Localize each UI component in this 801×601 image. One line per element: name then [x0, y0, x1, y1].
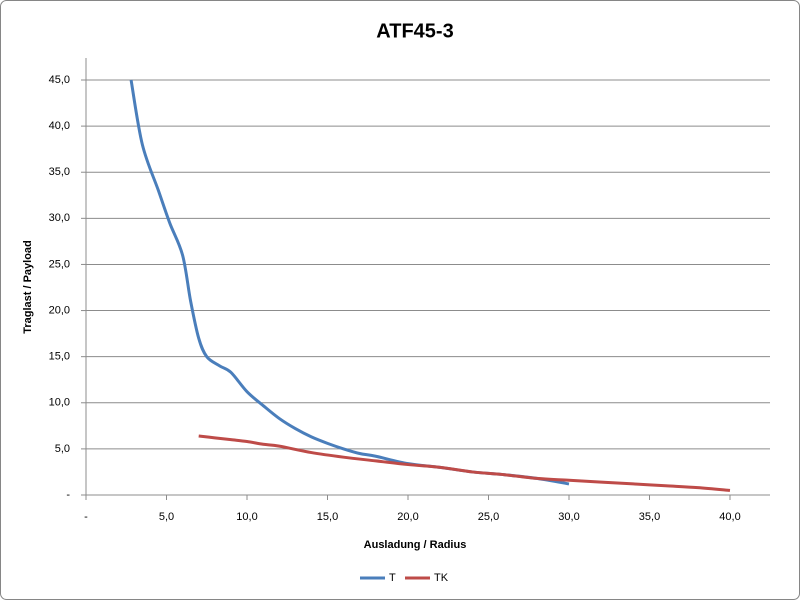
y-tick-label: 15,0	[49, 351, 70, 363]
x-tick-label: 20,0	[397, 511, 418, 523]
y-axis-label: Traglast / Payload	[22, 240, 34, 334]
y-tick-label: 45,0	[49, 74, 70, 86]
line-series	[198, 434, 731, 492]
y-tick-label: 30,0	[49, 212, 70, 224]
x-axis-label: Ausladung / Radius	[364, 539, 467, 551]
x-tick-label: -	[84, 511, 88, 523]
x-tick-label: 5,0	[159, 511, 174, 523]
x-tick-label: 30,0	[558, 511, 579, 523]
x-tick-label: 15,0	[317, 511, 338, 523]
x-tick-label: 25,0	[478, 511, 499, 523]
y-tick-label: 20,0	[49, 304, 70, 316]
y-tick-label: -	[66, 489, 70, 501]
y-tick-label: 10,0	[49, 397, 70, 409]
y-tick-label: 5,0	[55, 443, 70, 455]
x-tick-label: 35,0	[639, 511, 660, 523]
legend-label: T	[389, 572, 396, 584]
chart-title: ATF45-3	[376, 20, 453, 42]
x-tick-label: 10,0	[236, 511, 257, 523]
y-tick-label: 40,0	[49, 120, 70, 132]
y-tick-label: 35,0	[49, 166, 70, 178]
x-tick-label: 40,0	[719, 511, 740, 523]
legend-label: TK	[434, 572, 449, 584]
y-tick-label: 25,0	[49, 258, 70, 270]
